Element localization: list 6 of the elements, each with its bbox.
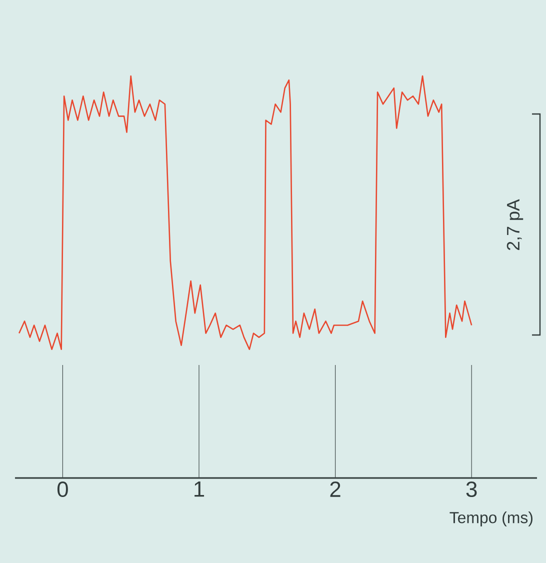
x-tick-label: 3 <box>466 482 477 498</box>
x-tick-label: 0 <box>57 482 68 498</box>
annotation: 2,7 pA <box>506 199 524 250</box>
x-tick-label: 1 <box>194 482 204 497</box>
x-tick-label: 2 <box>330 482 340 497</box>
x-axis-title: Tempo (ms) <box>450 512 532 526</box>
